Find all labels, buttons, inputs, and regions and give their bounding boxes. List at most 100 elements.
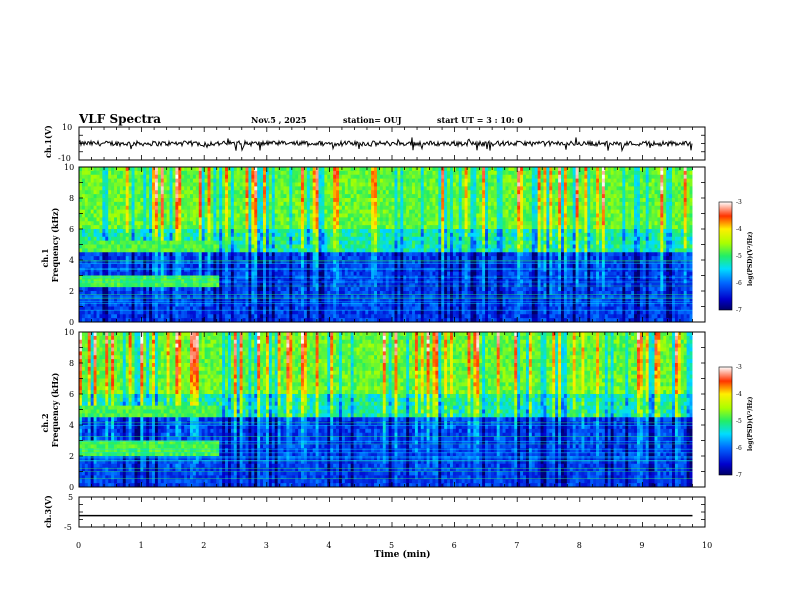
spec1-cell — [304, 283, 307, 287]
spec1-cell — [432, 221, 435, 225]
spec1-cell — [190, 175, 193, 179]
spec1-cell — [336, 198, 339, 202]
spec1-cell — [181, 229, 184, 233]
spec1-cell — [281, 256, 284, 260]
spec1-cell — [362, 171, 365, 175]
spec1-cell — [316, 299, 319, 303]
spec1-cell — [243, 241, 246, 245]
spec1-cell — [281, 217, 284, 221]
spec1-cell — [155, 314, 158, 318]
spec1-cell — [389, 252, 392, 256]
spec1-cell — [403, 310, 406, 314]
spec1-cell — [357, 283, 360, 287]
spec1-cell — [149, 233, 152, 237]
spec1-cell — [167, 175, 170, 179]
spec1-cell — [377, 229, 380, 233]
spec1-cell — [266, 276, 269, 280]
spec1-cell — [219, 202, 222, 206]
spec1-cell — [336, 299, 339, 303]
spec1-cell — [254, 198, 257, 202]
spec1-cell — [319, 206, 322, 210]
spec1-cell — [170, 272, 173, 276]
spec1-cell — [193, 276, 196, 280]
spec1-cell — [222, 279, 225, 283]
spec1-cell — [357, 221, 360, 225]
spec1-cell — [193, 241, 196, 245]
spec1-cell — [406, 237, 409, 241]
spec1-cell — [313, 217, 316, 221]
spec1-cell — [161, 233, 164, 237]
spec1-cell — [342, 206, 345, 210]
spec1-cell — [389, 310, 392, 314]
spec1-cell — [257, 233, 260, 237]
spec1-cell — [237, 183, 240, 187]
spec1-cell — [257, 299, 260, 303]
spec1-cell — [412, 283, 415, 287]
spec1-cell — [105, 287, 108, 291]
spec1-cell — [184, 167, 187, 171]
spec1-cell — [117, 171, 120, 175]
spec1-cell — [240, 214, 243, 218]
spec1-cell — [371, 279, 374, 283]
spec1-cell — [371, 210, 374, 214]
spec1-cell — [187, 229, 190, 233]
spec1-cell — [170, 210, 173, 214]
spec1-cell — [432, 241, 435, 245]
spec1-cell — [307, 287, 310, 291]
spec1-cell — [202, 272, 205, 276]
spec1-cell — [114, 287, 117, 291]
spec1-cell — [266, 272, 269, 276]
spec1-cell — [210, 299, 213, 303]
spec1-cell — [383, 210, 386, 214]
spec1-cell — [97, 272, 100, 276]
spec1-cell — [205, 202, 208, 206]
spec1-cell — [304, 214, 307, 218]
spec1-cell — [82, 186, 85, 190]
spec1-cell — [140, 248, 143, 252]
spec1-cell — [170, 198, 173, 202]
spec1-cell — [225, 264, 228, 268]
spec1-cell — [412, 206, 415, 210]
spec1-cell — [164, 190, 167, 194]
spec1-cell — [210, 287, 213, 291]
spec1-cell — [359, 202, 362, 206]
spec1-cell — [380, 221, 383, 225]
spec1-cell — [295, 276, 298, 280]
spec1-cell — [85, 245, 88, 249]
spec1-cell — [129, 194, 132, 198]
spec1-cell — [357, 314, 360, 318]
spec1-cell — [354, 229, 357, 233]
spec1-cell — [327, 210, 330, 214]
spec1-cell — [330, 221, 333, 225]
spec1-cell — [222, 276, 225, 280]
spec1-cell — [146, 248, 149, 252]
spec1-cell — [354, 310, 357, 314]
spec1-cell — [357, 248, 360, 252]
spec1-cell — [161, 179, 164, 183]
spec1-cell — [152, 190, 155, 194]
spec1-cell — [380, 202, 383, 206]
spec1-cell — [123, 279, 126, 283]
spec1-cell — [377, 245, 380, 249]
spec1-cell — [409, 202, 412, 206]
spec1-cell — [146, 264, 149, 268]
spec1-cell — [345, 194, 348, 198]
spec1-cell — [359, 283, 362, 287]
spec1-cell — [354, 221, 357, 225]
spec1-cell — [269, 225, 272, 229]
spec1-cell — [181, 279, 184, 283]
spec1-cell — [301, 217, 304, 221]
spec1-cell — [307, 214, 310, 218]
spec1-cell — [418, 214, 421, 218]
start-time-label: start UT = 3 : 10: 0 — [437, 115, 523, 125]
spec1-cell — [210, 283, 213, 287]
spec1-cell — [330, 179, 333, 183]
spec1-cell — [389, 194, 392, 198]
spec1-cell — [348, 279, 351, 283]
spec1-cell — [102, 229, 105, 233]
spec1-cell — [178, 310, 181, 314]
spec1-cell — [91, 287, 94, 291]
spec1-cell — [152, 225, 155, 229]
spec1-cell — [187, 171, 190, 175]
spec1-cell — [210, 217, 213, 221]
